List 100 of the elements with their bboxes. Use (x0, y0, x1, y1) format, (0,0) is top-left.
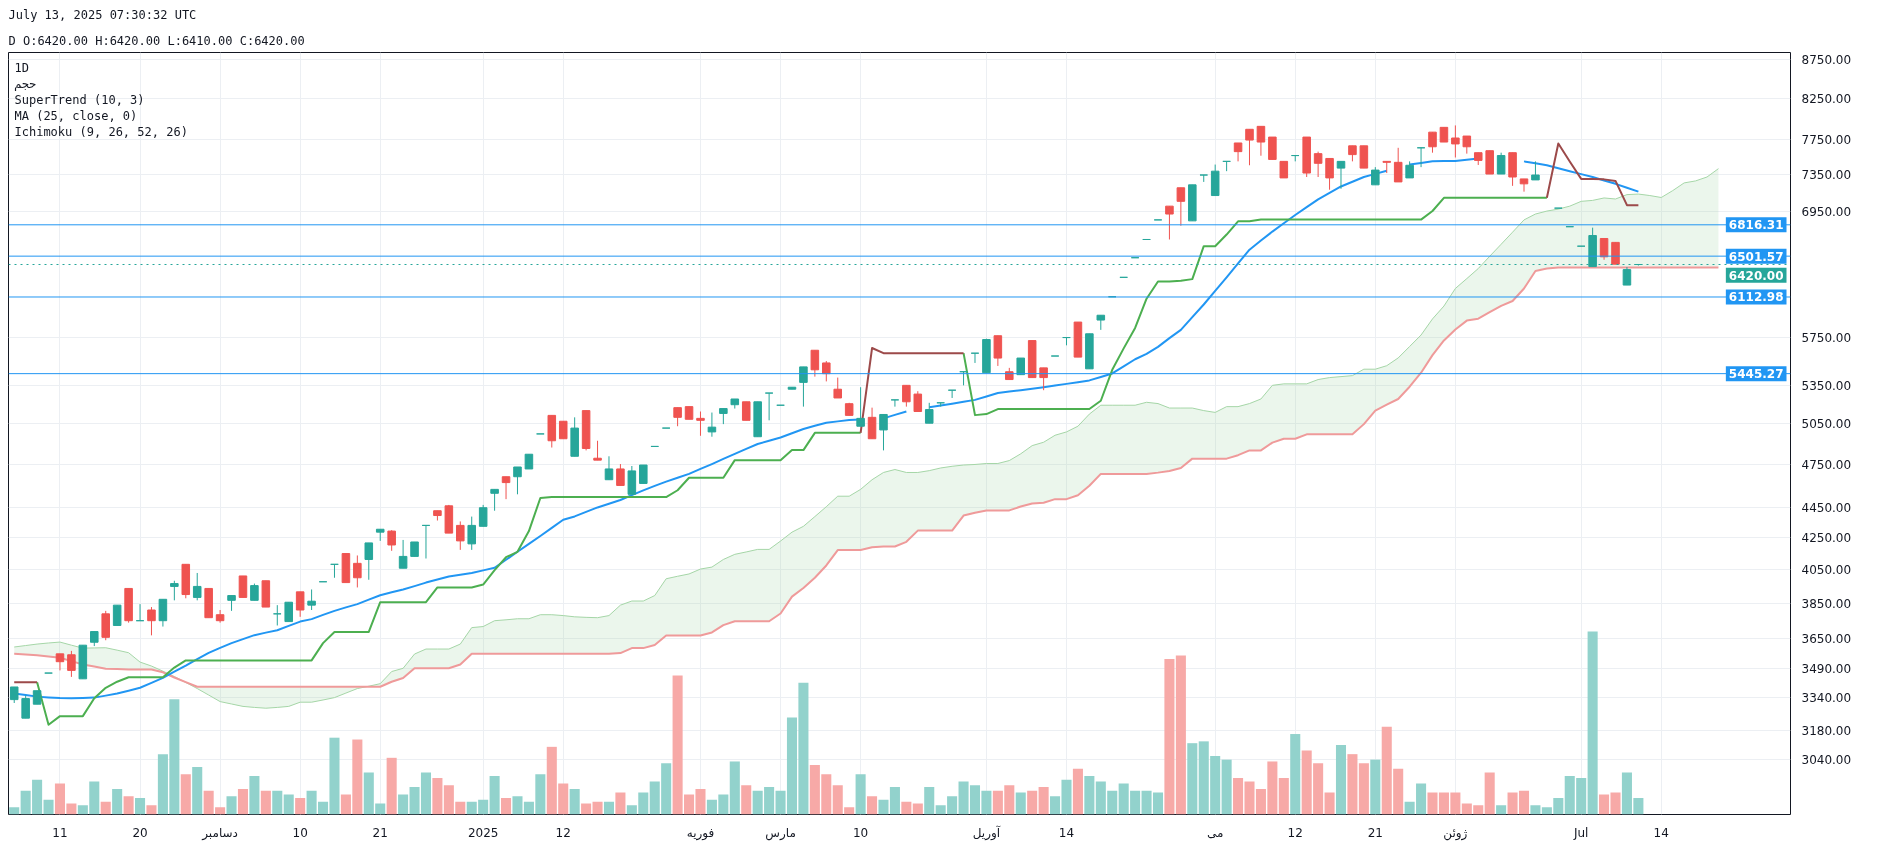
candlestick (627, 465, 637, 495)
y-tick-label: 3340.00 (1801, 691, 1852, 706)
y-tick-label: 5350.00 (1801, 378, 1852, 393)
candlestick (1268, 136, 1277, 160)
candlestick (192, 572, 202, 601)
candlestick (490, 488, 499, 512)
x-tick-label: 2025 (467, 825, 499, 840)
bar (432, 777, 443, 815)
ref-line-label: 6501.57 (1728, 249, 1784, 264)
bar (855, 774, 866, 815)
y-tick-label: 6950.00 (1801, 205, 1852, 220)
annotation: SuperTrend (10, 3) (14, 92, 145, 107)
bar (1530, 805, 1541, 815)
y-tick-label: 7350.00 (1801, 168, 1852, 183)
candlestick (1233, 142, 1243, 162)
candlestick (1165, 205, 1174, 240)
bar (569, 788, 580, 815)
bar (592, 801, 603, 815)
candlestick (170, 580, 179, 601)
annotation: 1D (14, 60, 29, 75)
bar (501, 798, 512, 815)
bar (741, 785, 752, 815)
candlestick (799, 366, 808, 408)
y-tick-label: 5050.00 (1801, 417, 1852, 432)
candlestick (295, 591, 305, 618)
bar (112, 788, 123, 815)
bar (100, 801, 111, 815)
candlestick (673, 407, 682, 427)
bar (1484, 772, 1495, 815)
bar (180, 774, 191, 815)
ref-line-label: 6112.98 (1728, 290, 1784, 305)
x-tick-label: 11 (52, 825, 68, 840)
bar (260, 790, 271, 815)
candlestick (696, 411, 705, 437)
x-tick-label: 10 (852, 825, 869, 840)
candlestick (456, 520, 465, 551)
bar (283, 794, 294, 815)
candlestick (1313, 151, 1323, 178)
candlestick (822, 360, 831, 382)
x-tick-label: ژوئن (1443, 825, 1468, 841)
y-tick-label: 3650.00 (1801, 632, 1852, 647)
candlestick (215, 609, 225, 624)
candlestick (810, 349, 820, 378)
candlestick (879, 413, 888, 451)
bar (237, 788, 249, 815)
candlestick (284, 601, 293, 623)
candlestick (364, 542, 374, 581)
x-tick-label: 12 (1287, 825, 1303, 840)
candlestick (1496, 152, 1506, 175)
line-series (13, 266, 1720, 688)
candlestick (1359, 145, 1369, 169)
candlestick (55, 653, 65, 671)
candlestick (833, 377, 843, 399)
bar (1290, 734, 1301, 815)
candlestick (1485, 150, 1494, 175)
x-tick-label: 14 (1653, 825, 1669, 840)
chart-subtitle: D O:6420.00 H:6420.00 L:6410.00 C:6420.00 (8, 33, 305, 48)
ref-line-label: 6816.31 (1728, 218, 1784, 233)
x-tick-label: فوریه (686, 825, 715, 841)
candlestick (21, 695, 30, 719)
bar (603, 801, 615, 815)
candlestick (867, 407, 877, 440)
bar (192, 766, 203, 815)
candlestick (513, 466, 522, 495)
candlestick (387, 529, 396, 552)
bar (581, 803, 592, 815)
y-tick-label: 4450.00 (1801, 500, 1852, 515)
bar (1324, 792, 1335, 815)
annotation: MA (25, close, 0) (14, 108, 138, 123)
candlestick (1245, 128, 1254, 166)
candlestick (1176, 187, 1186, 227)
annotation: حجم (14, 76, 37, 91)
y-tick-label: 8750.00 (1801, 52, 1852, 67)
y-tick-label: 3180.00 (1801, 723, 1852, 738)
bar (912, 803, 923, 815)
candlestick (353, 554, 362, 588)
bar (615, 792, 626, 815)
bar (1164, 659, 1175, 815)
bar (1221, 759, 1232, 815)
bar (1027, 790, 1038, 815)
y-tick-label: 3850.00 (1801, 596, 1852, 611)
candlestick (398, 539, 408, 569)
bar (924, 787, 935, 815)
bar (1038, 787, 1049, 815)
y-tick-label: 7750.00 (1801, 133, 1852, 148)
bar (1278, 777, 1289, 815)
x-tick-label: 20 (132, 825, 148, 840)
bar (1015, 792, 1026, 815)
bar (1347, 754, 1358, 815)
chart-title: July 13, 2025 07:30:32 UTC (8, 7, 197, 22)
y-tick-label: 4050.00 (1801, 563, 1852, 578)
candlestick (616, 463, 625, 486)
candlestick (707, 412, 717, 438)
bar (398, 794, 409, 815)
x-tick-label: 14 (1058, 825, 1075, 840)
candlestick (238, 575, 248, 598)
bar (1072, 768, 1083, 815)
candlestick (478, 504, 488, 527)
bar (1496, 805, 1507, 815)
bar (295, 798, 306, 815)
